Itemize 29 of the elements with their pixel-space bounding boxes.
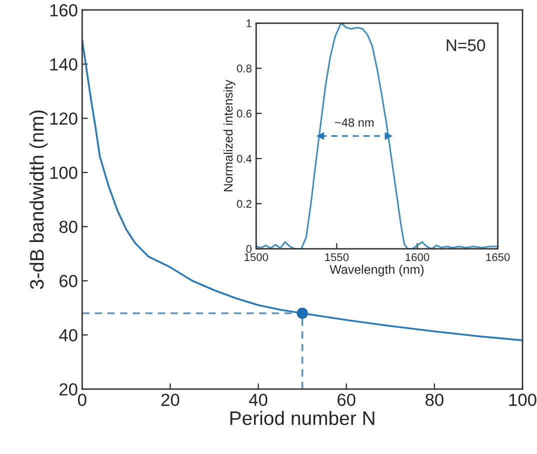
x-tick-label: 0 bbox=[78, 394, 86, 406]
y-tick-label: 120 bbox=[50, 112, 78, 125]
y-tick-label: 140 bbox=[50, 58, 78, 71]
x-tick-label: 1550 bbox=[325, 253, 349, 262]
x-tick-label: 20 bbox=[161, 394, 180, 406]
y-tick-label: 1 bbox=[246, 20, 252, 28]
annotation: ~48 nm bbox=[335, 118, 374, 127]
y-tick-label: 20 bbox=[60, 383, 78, 396]
x-tick-label: 1600 bbox=[406, 253, 430, 262]
x-tick-label: 100 bbox=[509, 394, 536, 406]
x-axis-title: Wavelength (nm) bbox=[330, 264, 424, 276]
x-tick-label: 1500 bbox=[244, 253, 268, 262]
y-tick-label: 0.6 bbox=[236, 110, 252, 118]
y-tick-label: 160 bbox=[50, 4, 78, 16]
y-axis-title: 3-dB bandwidth (nm) bbox=[30, 110, 48, 290]
y-tick-label: 100 bbox=[50, 166, 78, 179]
y-tick-label: 0.4 bbox=[236, 154, 252, 163]
x-tick-label: 80 bbox=[426, 394, 444, 406]
y-tick-label: 80 bbox=[59, 220, 78, 234]
y-tick-label: 0.8 bbox=[236, 64, 252, 72]
annotation: N=50 bbox=[446, 39, 486, 52]
x-axis-title: Period number N bbox=[230, 410, 374, 426]
y-tick-label: 40 bbox=[59, 329, 78, 342]
y-tick-label: 0.2 bbox=[236, 200, 252, 208]
x-tick-label: 1650 bbox=[486, 253, 510, 262]
y-tick-label: 60 bbox=[60, 274, 78, 288]
x-tick-label: 60 bbox=[338, 394, 356, 406]
y-tick-label: 0 bbox=[246, 245, 252, 253]
y-axis-title: Normalized intensity bbox=[223, 80, 236, 192]
